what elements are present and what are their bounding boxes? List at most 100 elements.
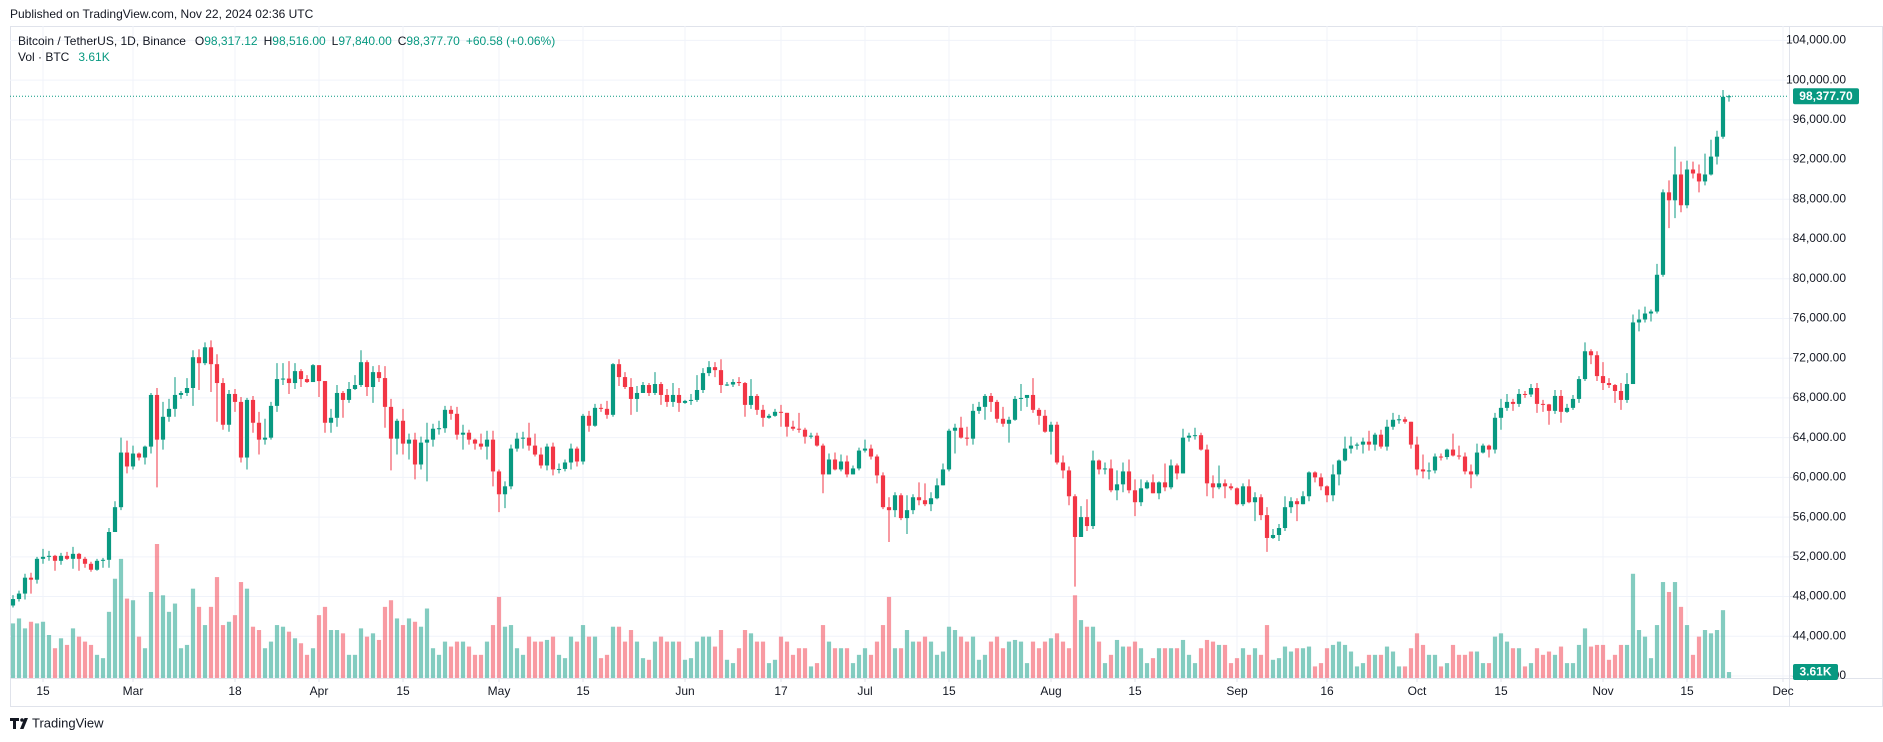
candle-body xyxy=(1558,395,1564,412)
volume-bar xyxy=(1042,641,1048,678)
volume-bar xyxy=(928,641,934,678)
volume-bar xyxy=(814,663,820,678)
candle-body xyxy=(688,399,694,401)
candle-body xyxy=(1510,401,1516,404)
candle-body xyxy=(1120,471,1126,485)
volume-bar xyxy=(1462,654,1468,678)
volume-bar xyxy=(1006,641,1012,678)
candle-body xyxy=(400,420,406,444)
candle-body xyxy=(1210,483,1216,488)
volume-bar xyxy=(118,558,124,678)
volume-bar xyxy=(784,641,790,678)
candle-body xyxy=(1222,483,1228,487)
volume-bar xyxy=(1450,644,1456,678)
candle-body xyxy=(1480,445,1486,453)
candle-body xyxy=(976,406,982,411)
candle-body xyxy=(1162,482,1168,488)
candle-body xyxy=(784,412,790,427)
candle-body xyxy=(742,383,748,405)
volume-bar xyxy=(640,658,646,678)
volume-bar xyxy=(574,641,580,678)
volume-bar xyxy=(1708,633,1714,678)
candle-body xyxy=(142,446,148,458)
candle-body xyxy=(1240,486,1246,505)
volume-bar xyxy=(1354,666,1360,678)
candle-body xyxy=(838,461,844,470)
candle-body xyxy=(910,497,916,511)
volume-bar xyxy=(550,636,556,678)
volume-bar xyxy=(1366,654,1372,678)
volume-bar xyxy=(1444,663,1450,678)
volume-bar xyxy=(328,630,334,678)
y-tick-label: 72,000.00 xyxy=(1793,350,1847,364)
candle-body xyxy=(556,468,562,470)
candle-body xyxy=(532,445,538,455)
legend-key: C xyxy=(398,34,407,48)
candle-body xyxy=(1246,486,1252,503)
volume-bar xyxy=(1534,648,1540,678)
candle-body xyxy=(1102,468,1108,470)
volume-bar xyxy=(436,654,442,678)
candle-body xyxy=(880,475,886,508)
volume-bar xyxy=(964,641,970,678)
volume-bar xyxy=(358,628,364,678)
candle-body xyxy=(946,430,952,470)
volume-bar xyxy=(532,641,538,678)
volume-bar xyxy=(1228,663,1234,678)
candle-body xyxy=(1072,496,1078,537)
candle-body xyxy=(1588,351,1594,356)
candle-body xyxy=(1456,455,1462,457)
volume-bar xyxy=(652,641,658,678)
candle-body xyxy=(34,558,40,580)
candle-body xyxy=(1060,462,1066,471)
volume-bar xyxy=(1342,644,1348,678)
candle-body xyxy=(1354,444,1360,446)
volume-bar xyxy=(1174,648,1180,678)
candle-body xyxy=(1234,488,1240,505)
candle-body xyxy=(1654,274,1660,312)
candle-body xyxy=(1042,415,1048,432)
candle-body xyxy=(1552,395,1558,411)
x-tick-label: Jul xyxy=(857,684,872,698)
candle-body xyxy=(496,471,502,495)
last-price-box xyxy=(1793,88,1859,105)
volume-bar xyxy=(544,639,550,678)
candle-body xyxy=(814,435,820,446)
candle-body xyxy=(1186,435,1192,438)
x-tick-label: May xyxy=(488,684,511,698)
volume-bar xyxy=(454,641,460,678)
volume-bar xyxy=(868,654,874,678)
candle-body xyxy=(1138,488,1144,503)
candle-body xyxy=(820,445,826,475)
volume-bar xyxy=(304,654,310,678)
candle-body xyxy=(1024,394,1030,398)
candle-body xyxy=(190,357,196,389)
candle-body xyxy=(778,411,784,413)
candle-body xyxy=(850,468,856,475)
volume-bar xyxy=(904,630,910,678)
candle-body xyxy=(148,394,154,447)
candle-body xyxy=(610,364,616,415)
volume-bar xyxy=(16,618,22,678)
candle-body xyxy=(1402,419,1408,422)
chart-frame xyxy=(10,26,1883,707)
volume-bar xyxy=(1246,654,1252,678)
volume-bar xyxy=(52,648,58,678)
candle-body xyxy=(106,532,112,560)
volume-bar xyxy=(1582,628,1588,678)
volume-bar xyxy=(508,625,514,678)
volume-bar xyxy=(742,630,748,678)
volume-bar xyxy=(1318,663,1324,678)
candle-body xyxy=(1300,496,1306,505)
x-tick-label: 15 xyxy=(1680,684,1694,698)
volume-bar xyxy=(1294,648,1300,678)
volume-bar xyxy=(1432,654,1438,678)
volume-bar xyxy=(1222,644,1228,678)
volume-bar xyxy=(1204,639,1210,678)
candle-body xyxy=(1702,174,1708,182)
candle-body xyxy=(1462,456,1468,472)
volume-bar xyxy=(772,659,778,678)
candle-body xyxy=(640,385,646,393)
candle-body xyxy=(340,392,346,400)
candle-body xyxy=(310,365,316,383)
